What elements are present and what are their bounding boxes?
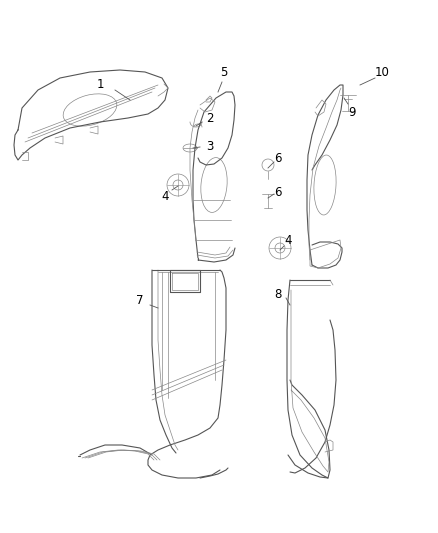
Text: 2: 2 xyxy=(206,111,214,125)
Text: 10: 10 xyxy=(374,67,389,79)
Text: 8: 8 xyxy=(274,288,282,302)
Text: 3: 3 xyxy=(206,141,214,154)
Text: 4: 4 xyxy=(161,190,169,203)
Text: 4: 4 xyxy=(284,233,292,246)
Text: 7: 7 xyxy=(136,294,144,306)
Text: 9: 9 xyxy=(348,106,356,118)
Text: 5: 5 xyxy=(220,67,228,79)
Text: 6: 6 xyxy=(274,151,282,165)
Text: 1: 1 xyxy=(96,78,104,92)
Text: 6: 6 xyxy=(274,185,282,198)
